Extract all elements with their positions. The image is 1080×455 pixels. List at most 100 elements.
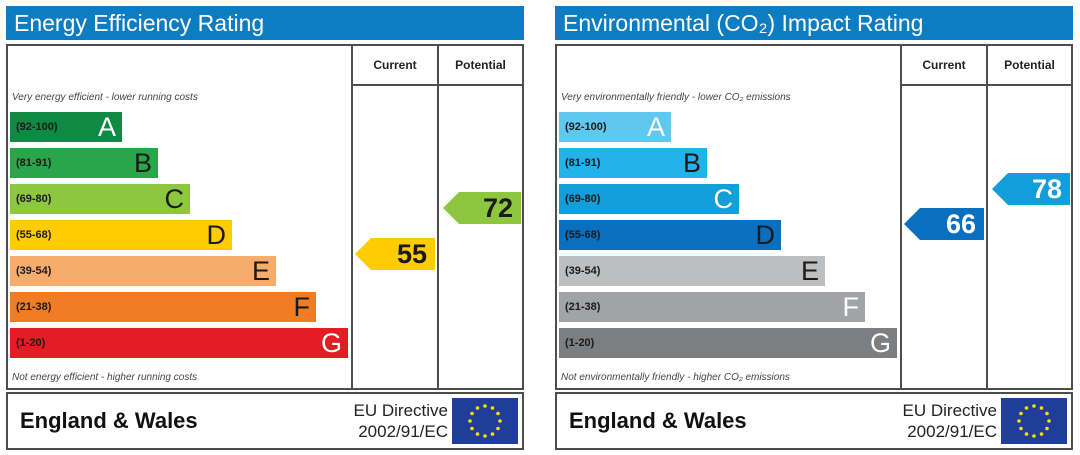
eu-star [1032, 434, 1036, 438]
band-f: (21-38) F [10, 292, 316, 322]
potential-rating-value: 72 [482, 193, 513, 223]
band-range-label: (69-80) [565, 193, 601, 205]
eu-star [498, 419, 502, 423]
eu-star [496, 411, 500, 416]
column-divider [351, 44, 353, 390]
eu-star [1017, 419, 1021, 423]
potential-column-header: Potential [455, 58, 506, 72]
band-range-label: (1-20) [565, 337, 595, 349]
eu-star [1045, 426, 1049, 431]
column-divider [437, 44, 439, 390]
band-range-label: (92-100) [16, 121, 58, 133]
eu-star [1039, 406, 1044, 410]
top-note: Very energy efficient - lower running co… [12, 92, 198, 103]
region-label: England & Wales [569, 408, 747, 433]
eu-star [470, 411, 474, 416]
eu-star [475, 432, 480, 436]
band-letter: B [133, 148, 152, 178]
band-letter: E [800, 256, 819, 286]
rating-frame [6, 44, 524, 390]
eu-star [496, 426, 500, 431]
eu-star [490, 406, 495, 410]
current-column-header: Current [922, 58, 966, 72]
band-range-label: (21-38) [16, 301, 52, 313]
band-letter: D [755, 220, 776, 250]
band-c: (69-80) C [10, 184, 190, 214]
band-letter: G [869, 328, 891, 358]
top-note: Very environmentally friendly - lower CO… [561, 92, 791, 103]
band-e: (39-54) E [10, 256, 276, 286]
directive-line-1: EU Directive [902, 401, 997, 420]
band-letter: C [164, 184, 185, 214]
band-letter: G [320, 328, 342, 358]
band-letter: A [97, 112, 116, 142]
potential-rating-marker: 78 [992, 173, 1070, 205]
current-column-header: Current [373, 58, 417, 72]
environmental-impact-panel: Environmental (CO₂) Impact Rating Curren… [555, 6, 1073, 452]
eu-star [468, 419, 472, 423]
rating-frame [555, 44, 1073, 390]
panel-footer: England & Wales EU Directive 2002/91/EC [6, 392, 524, 450]
panel-footer: England & Wales EU Directive 2002/91/EC [555, 392, 1073, 450]
eu-star [470, 426, 474, 431]
current-rating-marker: 66 [904, 208, 984, 240]
column-divider [986, 44, 988, 390]
energy-efficiency-panel: Energy Efficiency Rating Current Potenti… [6, 6, 524, 452]
current-rating-arrow [355, 238, 435, 270]
potential-rating-arrow [992, 173, 1070, 205]
eu-star [1032, 404, 1036, 408]
current-rating-value: 55 [396, 239, 427, 269]
band-range-label: (39-54) [16, 265, 52, 277]
eu-star [483, 434, 487, 438]
band-letter: A [646, 112, 665, 142]
eu-star [483, 404, 487, 408]
band-letter: F [293, 292, 311, 322]
band-f: (21-38) F [559, 292, 865, 322]
band-range-label: (92-100) [565, 121, 607, 133]
current-rating-marker: 55 [355, 238, 435, 270]
eu-star [475, 406, 480, 410]
band-range-label: (55-68) [16, 229, 52, 241]
eu-star [1019, 411, 1023, 416]
band-range-label: (1-20) [16, 337, 46, 349]
band-range-label: (81-91) [565, 157, 601, 169]
eu-star [490, 432, 495, 436]
header-divider [900, 84, 1073, 86]
panel-title: Environmental (CO₂) Impact Rating [555, 6, 1073, 40]
current-rating-arrow [904, 208, 984, 240]
band-letter: E [251, 256, 270, 286]
bottom-note: Not energy efficient - higher running co… [12, 372, 198, 383]
band-letter: B [682, 148, 701, 178]
eu-star [1019, 426, 1023, 431]
band-c: (69-80) C [559, 184, 739, 214]
band-range-label: (69-80) [16, 193, 52, 205]
band-range-label: (39-54) [565, 265, 601, 277]
eu-star [1039, 432, 1044, 436]
band-range-label: (81-91) [16, 157, 52, 169]
band-e: (39-54) E [559, 256, 825, 286]
band-d: (55-68) D [10, 220, 232, 250]
eu-flag-icon [1001, 398, 1067, 444]
eu-flag-icon [452, 398, 518, 444]
band-letter: D [206, 220, 227, 250]
band-a: (92-100) A [559, 112, 671, 142]
eu-star [1024, 406, 1029, 410]
band-a: (92-100) A [10, 112, 122, 142]
band-letter: C [713, 184, 734, 214]
eu-directive: EU Directive 2002/91/EC [903, 400, 997, 442]
band-g: (1-20) G [10, 328, 348, 358]
band-b: (81-91) B [10, 148, 158, 178]
column-divider [900, 44, 902, 390]
potential-rating-marker: 72 [443, 192, 521, 224]
potential-rating-arrow [443, 192, 521, 224]
potential-rating-value: 78 [1031, 174, 1062, 204]
header-divider [351, 84, 524, 86]
region-label: England & Wales [20, 408, 198, 433]
eu-directive: EU Directive 2002/91/EC [354, 400, 448, 442]
eu-star [1047, 419, 1051, 423]
current-rating-value: 66 [945, 209, 976, 239]
band-range-label: (21-38) [565, 301, 601, 313]
directive-line-2: 2002/91/EC [907, 422, 997, 441]
panel-title: Energy Efficiency Rating [6, 6, 524, 40]
eu-star [1045, 411, 1049, 416]
